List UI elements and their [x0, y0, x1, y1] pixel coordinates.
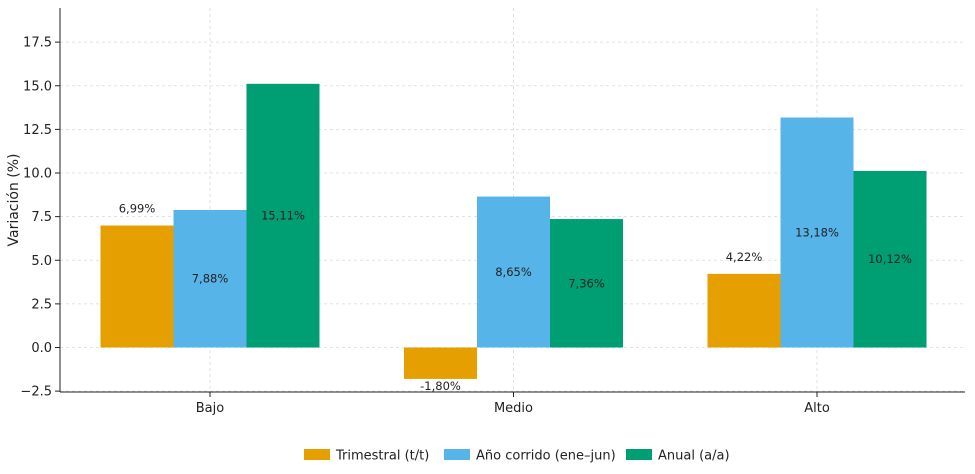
bar — [173, 209, 247, 348]
bars — [100, 83, 927, 379]
y-axis-title: Variación (%) — [6, 154, 22, 247]
axes: −2.5 0.0 2.5 5.0 7.5 10.0 12.5 15.0 17.5 Bajo Medi… — [6, 8, 965, 416]
bar — [853, 170, 927, 348]
data-label: -1,80% — [420, 379, 461, 393]
x-tick-label: Medio — [494, 401, 533, 416]
bar — [780, 117, 854, 348]
y-tick-label: 5.0 — [31, 254, 52, 269]
data-label: 10,12% — [868, 252, 912, 266]
data-label: 7,88% — [192, 272, 229, 286]
y-tick-label: 10.0 — [23, 167, 52, 182]
bar — [707, 273, 781, 348]
data-label: 8,65% — [495, 265, 532, 279]
bar — [404, 347, 477, 379]
data-label: 4,22% — [726, 250, 763, 264]
legend-label: Año corrido (ene–jun) — [476, 449, 616, 464]
data-labels: 6,99% -1,80% 4,22% 7,88% 8,65% 13,18% 15,11% 7,… — [119, 202, 912, 393]
bar — [246, 83, 320, 348]
legend-label: Anual (a/a) — [658, 449, 730, 464]
data-label: 7,36% — [568, 276, 605, 290]
bar — [550, 219, 623, 348]
data-label: 6,99% — [119, 202, 156, 216]
y-tick-label: 17.5 — [23, 36, 52, 51]
data-label: 13,18% — [795, 226, 839, 240]
y-tick-label: 2.5 — [31, 297, 52, 312]
x-tick-label: Alto — [804, 401, 830, 416]
y-tick-label: 7.5 — [31, 210, 52, 225]
legend: Trimestral (t/t) Año corrido (ene–jun) Anu… — [304, 449, 730, 464]
legend-swatch — [444, 449, 470, 460]
y-tick-label: 0.0 — [31, 341, 52, 356]
bar — [477, 196, 550, 348]
legend-swatch — [626, 449, 652, 460]
y-tick-label: −2.5 — [20, 385, 52, 400]
bar — [100, 225, 174, 348]
y-tick-label: 15.0 — [23, 79, 52, 94]
legend-label: Trimestral (t/t) — [335, 449, 429, 464]
y-tick-label: 12.5 — [23, 123, 52, 138]
x-tick-label: Bajo — [196, 401, 224, 416]
data-label: 15,11% — [261, 209, 305, 223]
legend-swatch — [304, 449, 330, 460]
